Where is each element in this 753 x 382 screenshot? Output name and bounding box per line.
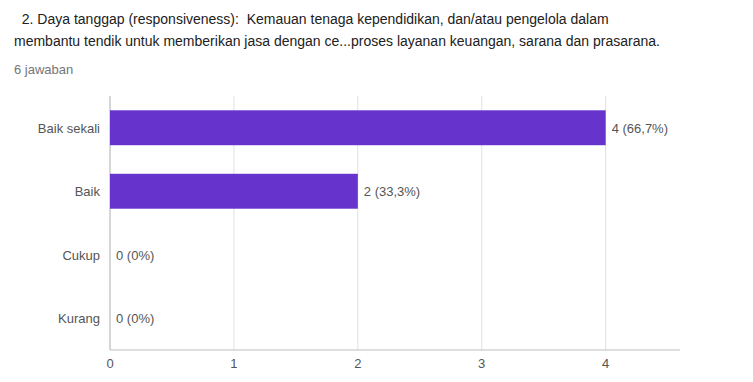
title: 2. Daya tanggap (responsiveness): Kemaua… — [14, 11, 609, 27]
y-tick-label: Cukup — [62, 248, 100, 263]
x-tick-label: 3 — [478, 356, 485, 371]
chart: 2. Daya tanggap (responsiveness): Kemaua… — [0, 0, 753, 382]
y-tick-label: Baik — [75, 184, 101, 199]
y-tick-label: Kurang — [58, 311, 100, 326]
bar — [110, 110, 606, 145]
x-tick-label: 4 — [602, 356, 609, 371]
data-label: 0 (0%) — [116, 248, 154, 263]
x-tick-label: 2 — [354, 356, 361, 371]
y-tick-label: Baik sekali — [38, 121, 100, 136]
x-tick-label: 1 — [230, 356, 237, 371]
bars — [110, 110, 606, 208]
data-label: 2 (33,3%) — [364, 184, 420, 199]
bar — [110, 301, 111, 336]
data-label: 0 (0%) — [116, 311, 154, 326]
x-axis-line — [110, 350, 680, 351]
bar — [110, 237, 111, 272]
grid — [110, 96, 606, 350]
data-label: 4 (66,7%) — [612, 121, 668, 136]
subtitle: 6 jawaban — [14, 62, 73, 77]
x-tick-label: 0 — [106, 356, 113, 371]
bar — [110, 174, 358, 209]
title: membantu tendik untuk memberikan jasa de… — [14, 33, 660, 49]
